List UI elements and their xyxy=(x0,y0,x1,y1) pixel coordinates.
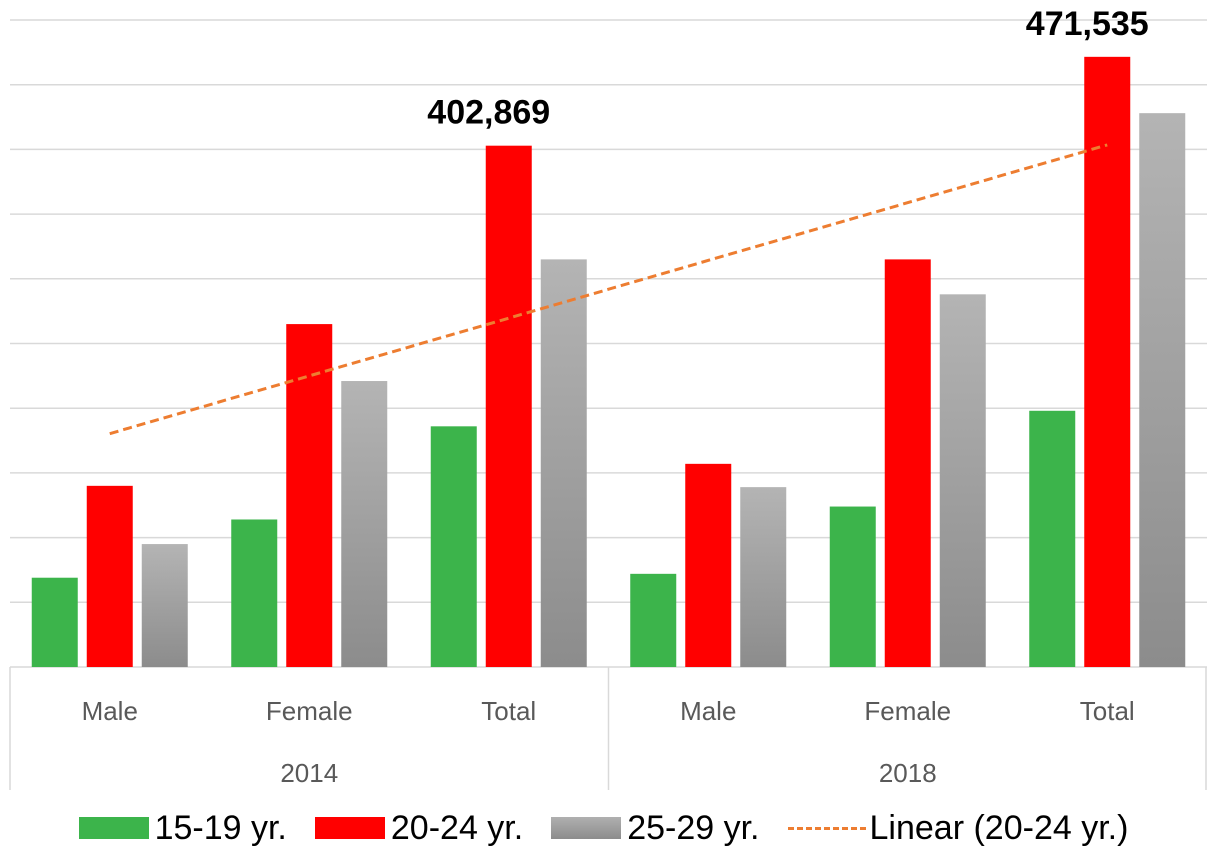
bar-15-19-yr-3 xyxy=(630,573,677,667)
bar-25-29-yr-0 xyxy=(141,544,188,667)
category-label: Total xyxy=(1080,696,1135,726)
legend-swatch-15-19 xyxy=(78,817,149,839)
bar-15-19-yr-0 xyxy=(31,577,78,667)
legend-label-15-19: 15-19 yr. xyxy=(154,808,287,847)
bar-25-29-yr-1 xyxy=(341,381,388,667)
bar-20-24-yr-0 xyxy=(86,485,133,667)
category-axis: Male Female Total 2014 Male Female Total 2018 xyxy=(9,666,1207,790)
group-label: 2018 xyxy=(879,758,937,788)
bar-25-29-yr-4 xyxy=(939,294,986,667)
trendline-20-24 xyxy=(109,143,1108,436)
bar-20-24-yr-2 xyxy=(485,145,532,668)
legend: 15-19 yr. 20-24 yr. 25-29 yr. Linear (20… xyxy=(0,808,1207,848)
bars xyxy=(31,56,1186,668)
bar-25-29-yr-3 xyxy=(740,487,787,667)
legend-swatch-25-29 xyxy=(551,817,622,839)
bar-20-24-yr-3 xyxy=(685,463,732,667)
legend-label-trendline: Linear (20-24 yr.) xyxy=(869,808,1129,847)
legend-swatch-20-24 xyxy=(314,817,385,839)
bar-25-29-yr-2 xyxy=(540,259,587,667)
category-label: Female xyxy=(266,696,353,726)
bar-15-19-yr-1 xyxy=(231,519,278,667)
trendline xyxy=(109,143,1108,436)
legend-label-25-29: 25-29 yr. xyxy=(627,808,760,847)
legend-swatch-trendline xyxy=(787,826,866,830)
legend-item-25-29: 25-29 yr. xyxy=(551,808,760,848)
bar-20-24-yr-1 xyxy=(286,324,333,667)
bar-20-24-yr-5 xyxy=(1084,56,1131,667)
data-label: 402,869 xyxy=(427,94,550,132)
bar-15-19-yr-5 xyxy=(1029,410,1076,667)
legend-item-20-24: 20-24 yr. xyxy=(314,808,524,848)
data-labels: 402,869 471,535 xyxy=(427,5,1148,132)
legend-item-trendline: Linear (20-24 yr.) xyxy=(787,808,1129,848)
chart: Male Female Total 2014 Male Female Total 2018 4… xyxy=(9,5,1207,790)
gridlines xyxy=(10,19,1207,604)
legend-label-20-24: 20-24 yr. xyxy=(390,808,524,847)
group-label: 2014 xyxy=(280,758,338,788)
data-label: 471,535 xyxy=(1026,5,1149,43)
category-label: Total xyxy=(481,696,536,726)
bar-25-29-yr-5 xyxy=(1139,113,1186,668)
category-label: Female xyxy=(864,696,951,726)
legend-item-15-19: 15-19 yr. xyxy=(78,808,287,848)
bar-15-19-yr-4 xyxy=(829,506,876,667)
category-label: Male xyxy=(680,696,736,726)
bar-20-24-yr-4 xyxy=(884,259,931,667)
category-label: Male xyxy=(82,696,138,726)
bar-15-19-yr-2 xyxy=(430,426,477,667)
